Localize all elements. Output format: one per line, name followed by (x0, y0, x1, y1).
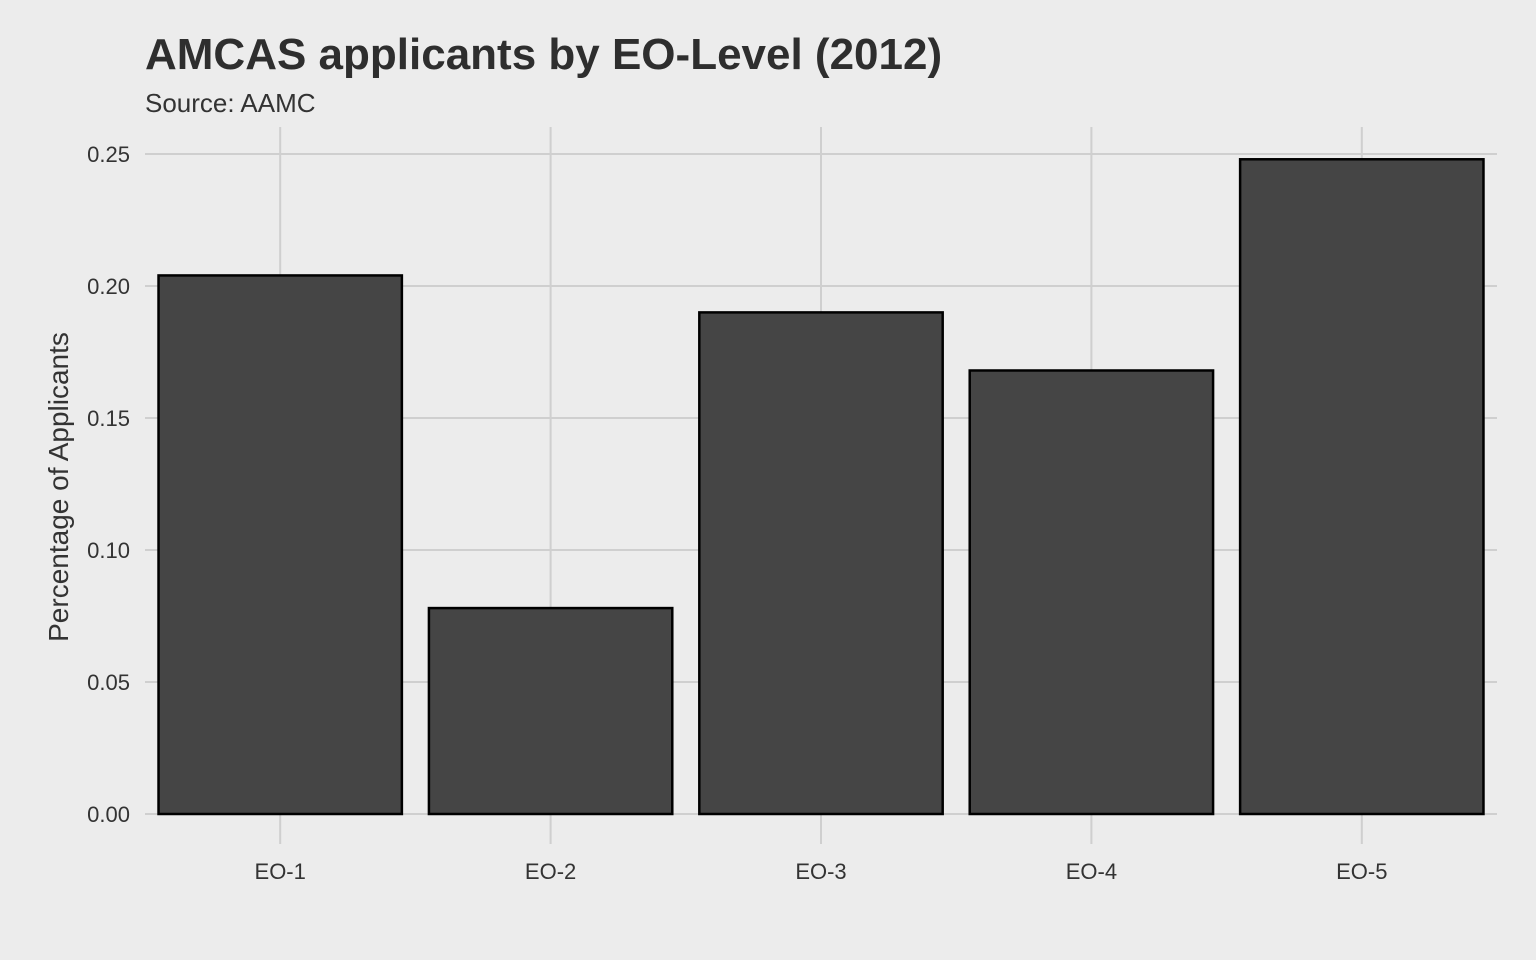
x-tick-label: EO-1 (255, 859, 306, 884)
bar-eo-3 (698, 311, 944, 816)
x-axis-ticks: EO-1 EO-2 EO-3 EO-4 EO-5 (255, 859, 1388, 884)
x-tick-label: EO-4 (1066, 859, 1117, 884)
x-tick-label: EO-2 (525, 859, 576, 884)
bar-eo-2 (427, 606, 674, 816)
chart-title: AMCAS applicants by EO-Level (2012) (145, 30, 943, 79)
y-tick-label: 0.20 (87, 274, 130, 299)
y-tick-label: 0.15 (87, 406, 130, 431)
x-tick-label: EO-5 (1336, 859, 1387, 884)
bar-eo-4 (968, 369, 1215, 816)
bar-eo-1 (157, 274, 404, 816)
y-axis-ticks: 0.00 0.05 0.10 0.15 0.20 0.25 (87, 142, 130, 827)
y-tick-label: 0.05 (87, 670, 130, 695)
y-axis-title: Percentage of Applicants (43, 332, 74, 642)
y-tick-label: 0.00 (87, 802, 130, 827)
y-tick-label: 0.10 (87, 538, 130, 563)
x-tick-label: EO-3 (795, 859, 846, 884)
bar-eo-5 (1238, 158, 1485, 816)
chart-subtitle: Source: AAMC (145, 88, 316, 118)
bars (157, 158, 1485, 816)
y-tick-label: 0.25 (87, 142, 130, 167)
